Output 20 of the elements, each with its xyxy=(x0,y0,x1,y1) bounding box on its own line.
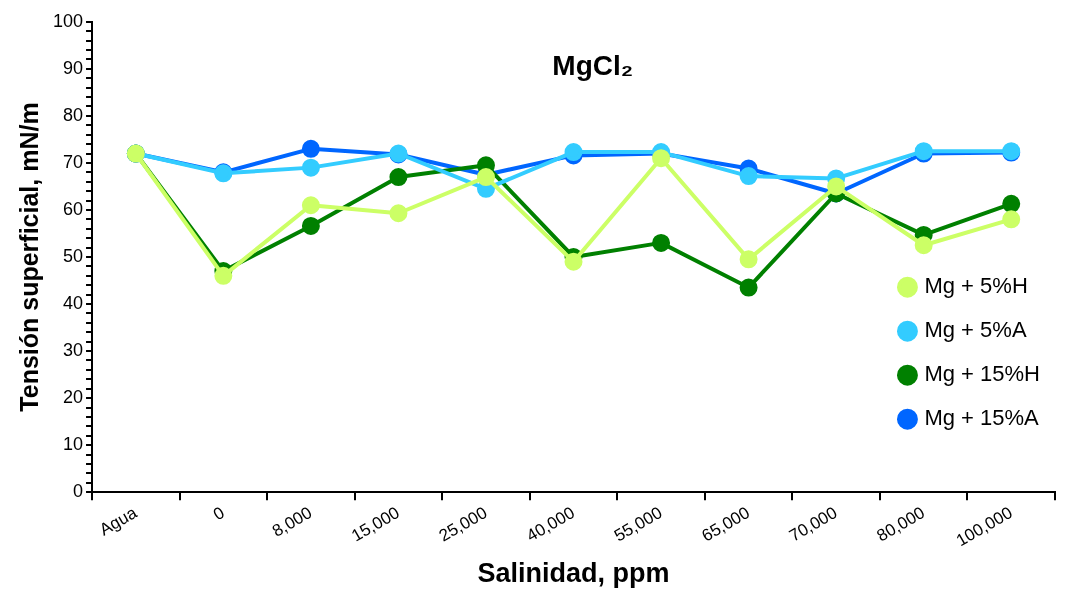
y-tick-label: 0 xyxy=(73,481,84,502)
x-tick-label: Agua xyxy=(96,502,141,540)
y-tick-label: 70 xyxy=(63,151,84,172)
y-tick-label: 50 xyxy=(63,245,84,266)
legend-label: Mg + 15%H xyxy=(924,361,1041,387)
y-tick-label: 40 xyxy=(63,293,84,314)
text: MgCl₂ xyxy=(552,49,634,81)
x-axis-title: Salinidad, ppm xyxy=(477,558,670,589)
y-tick-label: 60 xyxy=(63,198,84,219)
y-tick-label: 80 xyxy=(63,104,84,125)
y-tick-label: 30 xyxy=(63,340,84,361)
y-tick-label: 20 xyxy=(63,387,84,408)
legend-label: Mg + 5%A xyxy=(924,317,1027,343)
legend-label: Mg + 15%A xyxy=(924,405,1040,431)
legend-label: Mg + 5%H xyxy=(924,273,1028,299)
x-tick-label: 0 xyxy=(210,503,228,525)
y-tick-label: 90 xyxy=(63,57,84,78)
y-tick-label: 100 xyxy=(52,10,84,31)
y-axis-title: Tensión superficial, mN/m xyxy=(14,102,43,412)
y-tick-label: 10 xyxy=(63,434,84,455)
